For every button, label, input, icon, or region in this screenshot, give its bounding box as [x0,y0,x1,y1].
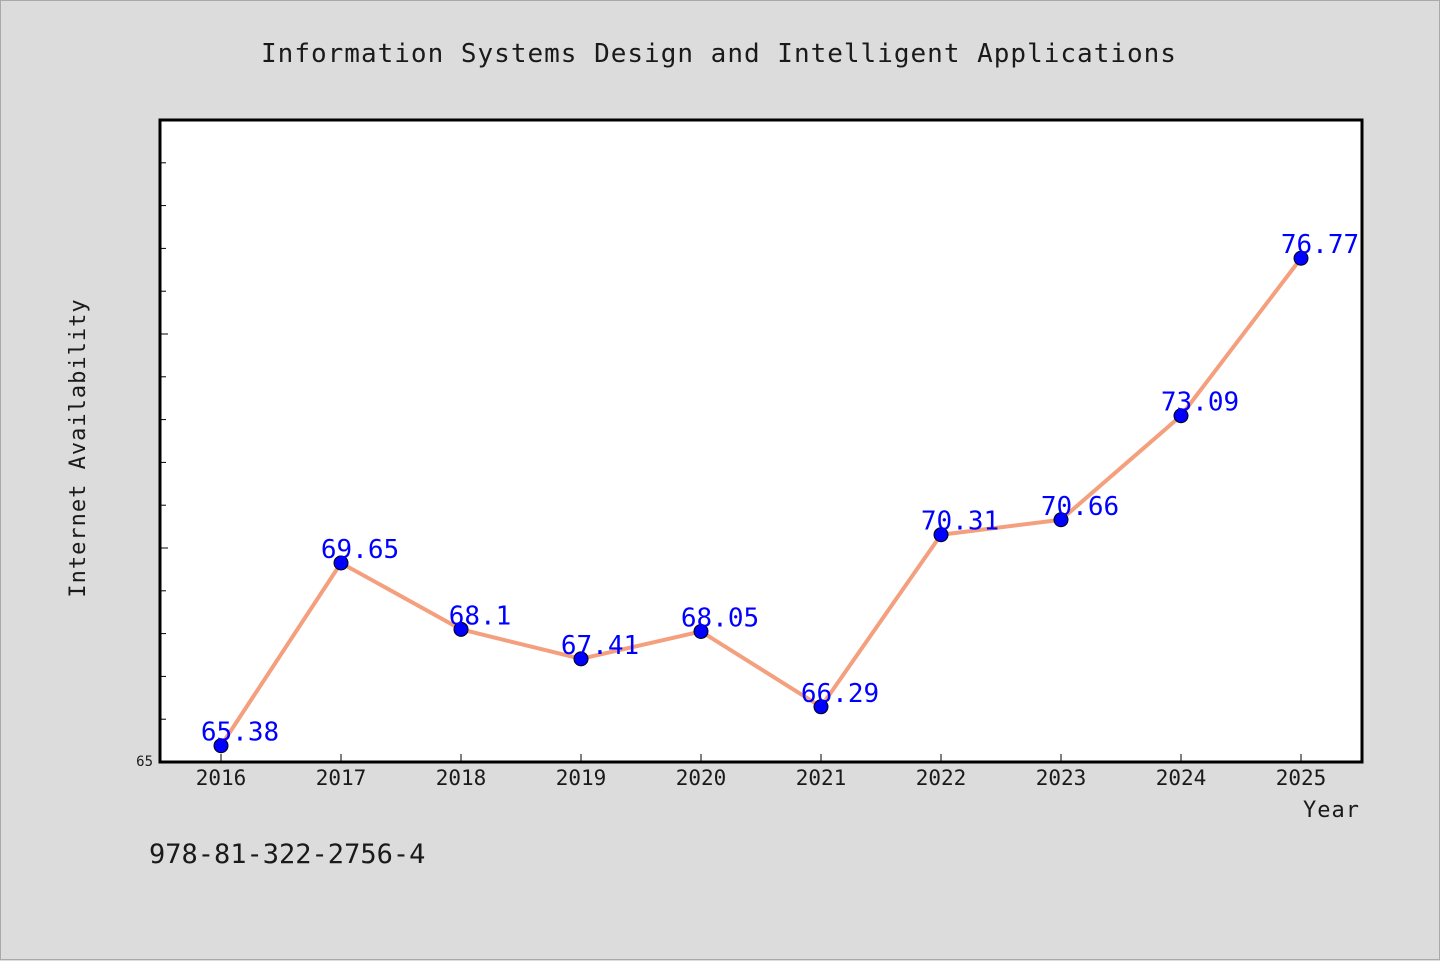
data-labels: 65.38 69.65 68.1 67.41 68.05 66.29 70.31 70.66 7… [201,230,1359,747]
data-point [1173,408,1189,424]
data-label: 68.1 [449,601,512,631]
data-label: 70.66 [1041,492,1119,522]
data-point [693,623,709,639]
data-point [813,699,829,715]
x-tick-label: 2022 [916,766,967,790]
y-axis-title: Internet Availability [66,298,91,597]
data-label: 65.38 [201,718,279,748]
data-label: 70.31 [921,507,999,537]
data-point [453,621,469,637]
data-point [333,555,349,571]
data-label: 69.65 [321,535,399,565]
x-axis-title: Year [1303,798,1360,823]
x-tick-label: 2017 [316,766,367,790]
data-point [573,651,589,667]
series-line-group [219,256,1303,748]
data-point [933,527,949,543]
chart-title: Information Systems Design and Intellige… [261,39,1177,69]
data-label: 67.41 [561,631,639,661]
y-axis-ticks [160,162,168,720]
x-tick-label: 2016 [196,766,247,790]
x-tick-label: 2019 [556,766,607,790]
x-tick-label: 2023 [1036,766,1087,790]
data-markers [213,250,1309,754]
x-tick-label: 2025 [1276,766,1327,790]
x-tick-label: 2018 [436,766,487,790]
x-axis-ticks: 2016 2017 2018 2019 2020 2021 2022 2023 2024 2025 [196,754,1327,790]
x-tick-label: 2020 [676,766,727,790]
data-label: 66.29 [801,679,879,709]
y-tick-label: 65 [136,754,153,770]
x-tick-label: 2021 [796,766,847,790]
series-line [219,256,1303,748]
data-label: 76.77 [1281,230,1359,260]
isbn-text: 978-81-322-2756-4 [149,839,425,870]
data-point [213,738,229,754]
plot-area [158,118,1364,764]
x-tick-label: 2024 [1156,766,1207,790]
data-label: 73.09 [1161,388,1239,418]
data-point [1053,512,1069,528]
data-label: 68.05 [681,603,759,633]
data-point [1293,250,1309,266]
